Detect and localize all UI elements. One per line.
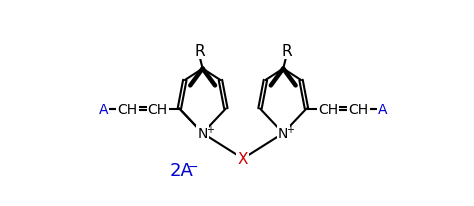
Text: −: − (187, 160, 198, 173)
Text: N: N (198, 126, 208, 140)
Text: +: + (286, 124, 294, 134)
Text: R: R (194, 43, 205, 58)
Text: CH: CH (147, 102, 168, 116)
Text: CH: CH (118, 102, 137, 116)
Text: X: X (237, 151, 248, 166)
Text: N: N (278, 126, 288, 140)
Text: A: A (99, 102, 108, 116)
Text: CH: CH (318, 102, 338, 116)
Text: +: + (206, 124, 214, 134)
Text: 2A: 2A (170, 161, 194, 179)
Text: R: R (281, 43, 292, 58)
Text: A: A (378, 102, 387, 116)
Text: CH: CH (348, 102, 368, 116)
